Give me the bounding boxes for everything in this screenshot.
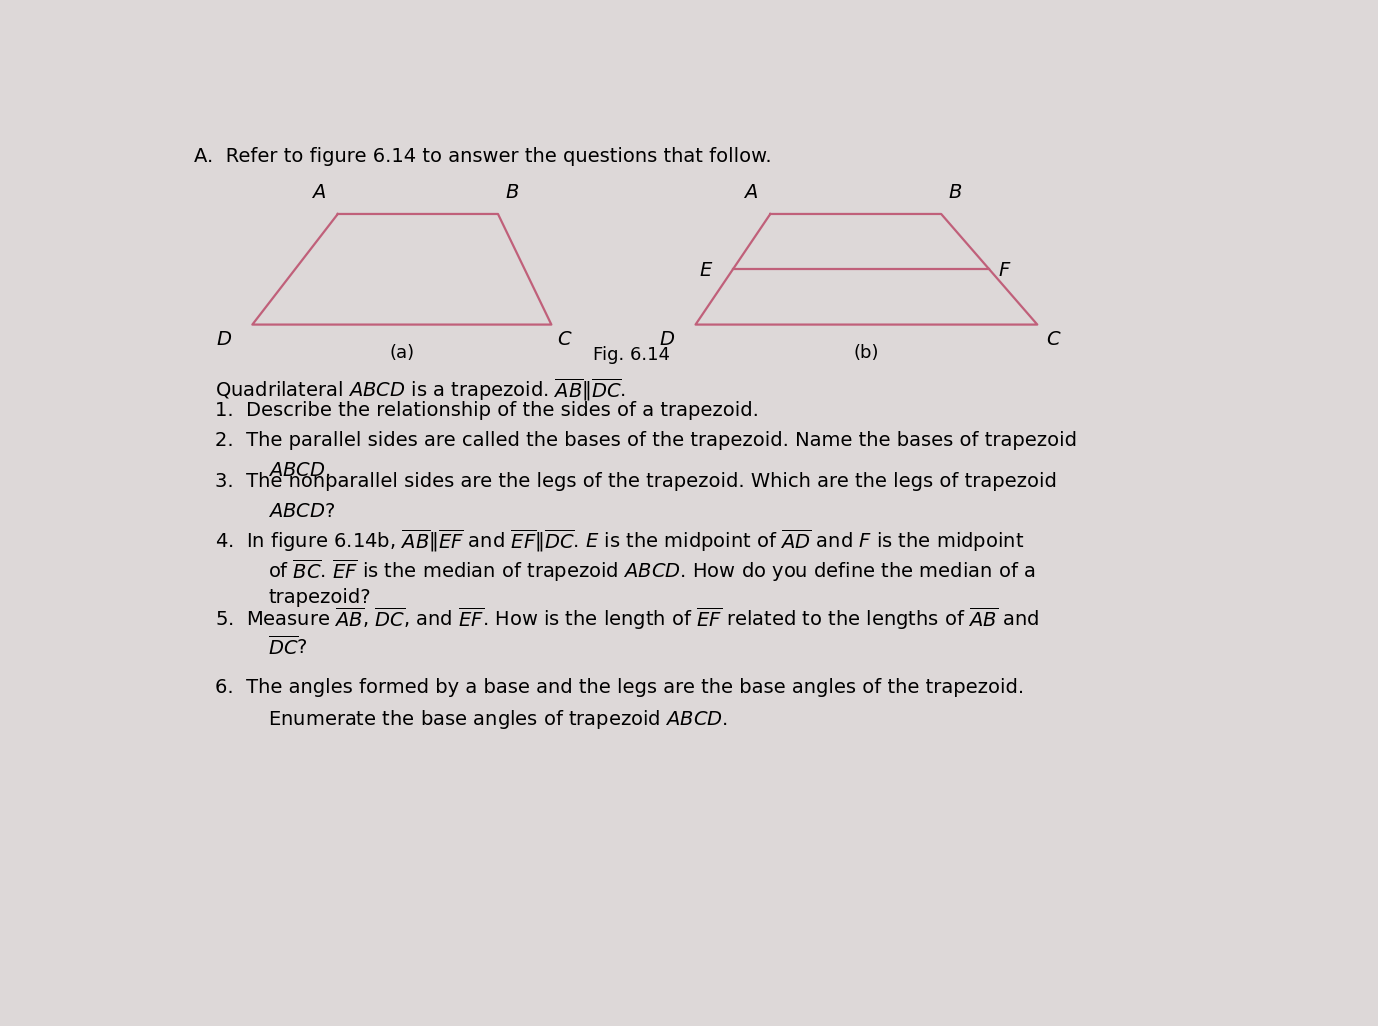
Text: 5.  Measure $\overline{AB}$, $\overline{DC}$, and $\overline{EF}$. How is the le: 5. Measure $\overline{AB}$, $\overline{D… — [215, 605, 1039, 632]
Text: 6.  The angles formed by a base and the legs are the base angles of the trapezoi: 6. The angles formed by a base and the l… — [215, 678, 1024, 697]
Text: A: A — [744, 183, 758, 202]
Text: F: F — [999, 262, 1010, 280]
Text: 4.  In figure 6.14b, $\overline{AB} \| \overline{EF}$ and $\overline{EF} \| \ove: 4. In figure 6.14b, $\overline{AB} \| \o… — [215, 527, 1024, 554]
Text: D: D — [659, 330, 674, 349]
Text: A: A — [311, 183, 325, 202]
Text: $ABCD$.: $ABCD$. — [269, 462, 331, 480]
Text: $ABCD$?: $ABCD$? — [269, 503, 336, 521]
Text: Quadrilateral $ABCD$ is a trapezoid. $\overline{AB} \| \overline{DC}$.: Quadrilateral $ABCD$ is a trapezoid. $\o… — [215, 376, 626, 403]
Text: A.  Refer to figure 6.14 to answer the questions that follow.: A. Refer to figure 6.14 to answer the qu… — [193, 147, 772, 166]
Text: B: B — [948, 183, 962, 202]
Text: B: B — [506, 183, 520, 202]
Text: 3.  The nonparallel sides are the legs of the trapezoid. Which are the legs of t: 3. The nonparallel sides are the legs of… — [215, 472, 1057, 491]
Text: 1.  Describe the relationship of the sides of a trapezoid.: 1. Describe the relationship of the side… — [215, 401, 759, 421]
Text: (a): (a) — [390, 345, 415, 362]
Text: Enumerate the base angles of trapezoid $ABCD$.: Enumerate the base angles of trapezoid $… — [269, 708, 728, 731]
Text: trapezoid?: trapezoid? — [269, 588, 371, 606]
Text: Fig. 6.14: Fig. 6.14 — [593, 346, 670, 364]
Text: 2.  The parallel sides are called the bases of the trapezoid. Name the bases of : 2. The parallel sides are called the bas… — [215, 431, 1078, 450]
Text: (b): (b) — [853, 345, 879, 362]
Text: D: D — [216, 330, 232, 349]
Text: $\overline{DC}$?: $\overline{DC}$? — [269, 635, 309, 659]
Text: of $\overline{BC}$. $\overline{EF}$ is the median of trapezoid $ABCD$. How do yo: of $\overline{BC}$. $\overline{EF}$ is t… — [269, 558, 1036, 585]
Text: E: E — [699, 262, 711, 280]
Text: C: C — [1046, 330, 1060, 349]
Text: C: C — [557, 330, 570, 349]
